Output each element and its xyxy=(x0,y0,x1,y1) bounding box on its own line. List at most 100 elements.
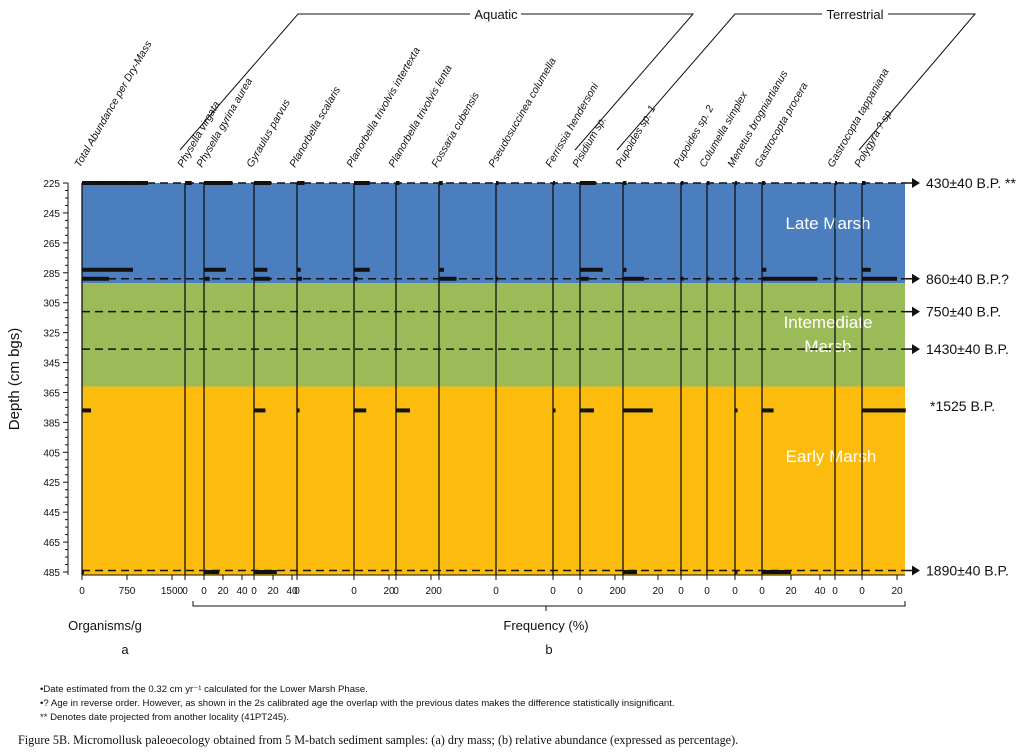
x-axis-title-left: Organisms/g xyxy=(68,618,142,633)
abundance-bar xyxy=(204,267,226,272)
zone-label: Early Marsh xyxy=(786,447,877,466)
y-tick-label: 245 xyxy=(43,209,60,220)
abundance-bar xyxy=(580,408,594,413)
x-tick-label: 20 xyxy=(383,586,395,597)
y-tick-label: 365 xyxy=(43,388,60,399)
x-tick-label: 20 xyxy=(891,586,903,597)
abundance-bar xyxy=(735,408,738,413)
date-label: 430±40 B.P. ** xyxy=(926,175,1016,191)
abundance-bar xyxy=(354,267,370,272)
abundance-bar xyxy=(254,276,271,281)
abundance-bar xyxy=(762,408,774,413)
column-header: Pupoides sp. 1 xyxy=(613,103,658,169)
y-tick-label: 425 xyxy=(43,478,60,489)
abundance-bar xyxy=(82,267,133,272)
zone-label: Marsh xyxy=(804,337,851,356)
y-tick-label: 405 xyxy=(43,448,60,459)
y-tick-label: 225 xyxy=(43,179,60,190)
x-axis-title-right: Frequency (%) xyxy=(503,618,588,633)
abundance-bar xyxy=(297,408,300,413)
x-tick-label: 0 xyxy=(704,586,710,597)
date-label: 1430±40 B.P. xyxy=(926,341,1009,357)
x-tick-label: 0 xyxy=(294,586,300,597)
zone-band xyxy=(82,283,905,387)
x-tick-label: 40 xyxy=(814,586,826,597)
x-tick-label: 20 xyxy=(609,586,621,597)
column-header: Gyraulus parvus xyxy=(244,97,293,170)
x-tick-label: 750 xyxy=(119,586,136,597)
y-tick-label: 485 xyxy=(43,568,60,579)
y-tick-label: 305 xyxy=(43,299,60,310)
abundance-bar xyxy=(354,408,367,413)
frequency-bracket xyxy=(192,601,906,607)
abundance-bar xyxy=(580,276,589,281)
column-header: Total Abundance per Dry-Mass xyxy=(72,38,155,169)
abundance-bar xyxy=(254,570,277,575)
zone-band xyxy=(82,183,905,284)
abundance-bar xyxy=(623,267,627,272)
micromollusk-chart: Late Marsh Intemediate Marsh Early Marsh 430… xyxy=(6,7,1016,657)
x-tick-label: 0 xyxy=(251,586,257,597)
zone-label: Late Marsh xyxy=(785,214,870,233)
abundance-bar xyxy=(254,408,266,413)
x-tick-label: 20 xyxy=(425,586,437,597)
abundance-bar xyxy=(553,408,556,413)
abundance-bar xyxy=(623,570,637,575)
x-tick-label: 0 xyxy=(732,586,738,597)
date-arrow-head xyxy=(912,273,920,284)
x-tick-label: 40 xyxy=(286,586,298,597)
abundance-bar xyxy=(580,267,603,272)
abundance-bar xyxy=(623,408,653,413)
abundance-bar xyxy=(204,570,220,575)
x-tick-label: 1500 xyxy=(161,586,184,597)
x-tick-label: 20 xyxy=(217,586,229,597)
date-label: 860±40 B.P.? xyxy=(926,271,1009,287)
zone-label: Intemediate xyxy=(784,313,873,332)
y-tick-label: 345 xyxy=(43,359,60,370)
group-terrestrial: Terrestrial xyxy=(826,7,883,22)
date-arrow-head xyxy=(912,306,920,317)
x-tick-label: 0 xyxy=(678,586,684,597)
abundance-bar xyxy=(82,570,84,575)
footnote-1: •Date estimated from the 0.32 cm yr⁻¹ ca… xyxy=(40,684,368,695)
aquatic-bracket-right xyxy=(521,13,695,151)
date-label: 1890±40 B.P. xyxy=(926,563,1009,579)
abundance-bar xyxy=(496,181,499,185)
x-tick-label: 20 xyxy=(652,586,664,597)
abundance-bar xyxy=(580,181,596,185)
abundance-bar xyxy=(862,408,906,413)
footnote-2: •? Age in reverse order. However, as sho… xyxy=(40,698,675,709)
abundance-bar xyxy=(862,267,871,272)
y-tick-label: 285 xyxy=(43,269,60,280)
abundance-bar xyxy=(297,276,302,281)
terrestrial-bracket-right xyxy=(858,13,977,151)
abundance-bar xyxy=(254,181,272,185)
y-tick-label: 445 xyxy=(43,508,60,519)
column-header: Planorbella trivolvis intertexta xyxy=(344,45,423,169)
x-tick-label: 20 xyxy=(267,586,279,597)
column-header: Columella simplex xyxy=(697,89,750,169)
abundance-bar xyxy=(254,267,268,272)
date-arrow-head xyxy=(912,178,920,188)
date-arrow-head xyxy=(912,565,920,576)
abundance-bar xyxy=(762,267,767,272)
x-tick-label: 0 xyxy=(351,586,357,597)
abundance-bar xyxy=(762,570,791,575)
x-tick-label: 20 xyxy=(785,586,797,597)
x-tick-label: 40 xyxy=(236,586,248,597)
y-tick-label: 385 xyxy=(43,418,60,429)
abundance-bar xyxy=(82,408,91,413)
column-header: Planorbella scalaris xyxy=(287,84,343,169)
y-tick-label: 265 xyxy=(43,239,60,250)
figure-caption: Figure 5B. Micromollusk paleoecology obt… xyxy=(18,733,739,747)
panel-letter-a: a xyxy=(121,642,129,657)
date-label: *1525 B.P. xyxy=(930,398,995,414)
x-tick-label: 0 xyxy=(550,586,556,597)
group-aquatic: Aquatic xyxy=(474,7,518,22)
abundance-bar xyxy=(735,570,738,575)
abundance-bar xyxy=(439,267,444,272)
column-header: Fossaria cubensis xyxy=(429,90,482,170)
x-tick-label: 0 xyxy=(859,586,865,597)
y-tick-label: 325 xyxy=(43,329,60,340)
abundance-bar xyxy=(496,276,498,281)
